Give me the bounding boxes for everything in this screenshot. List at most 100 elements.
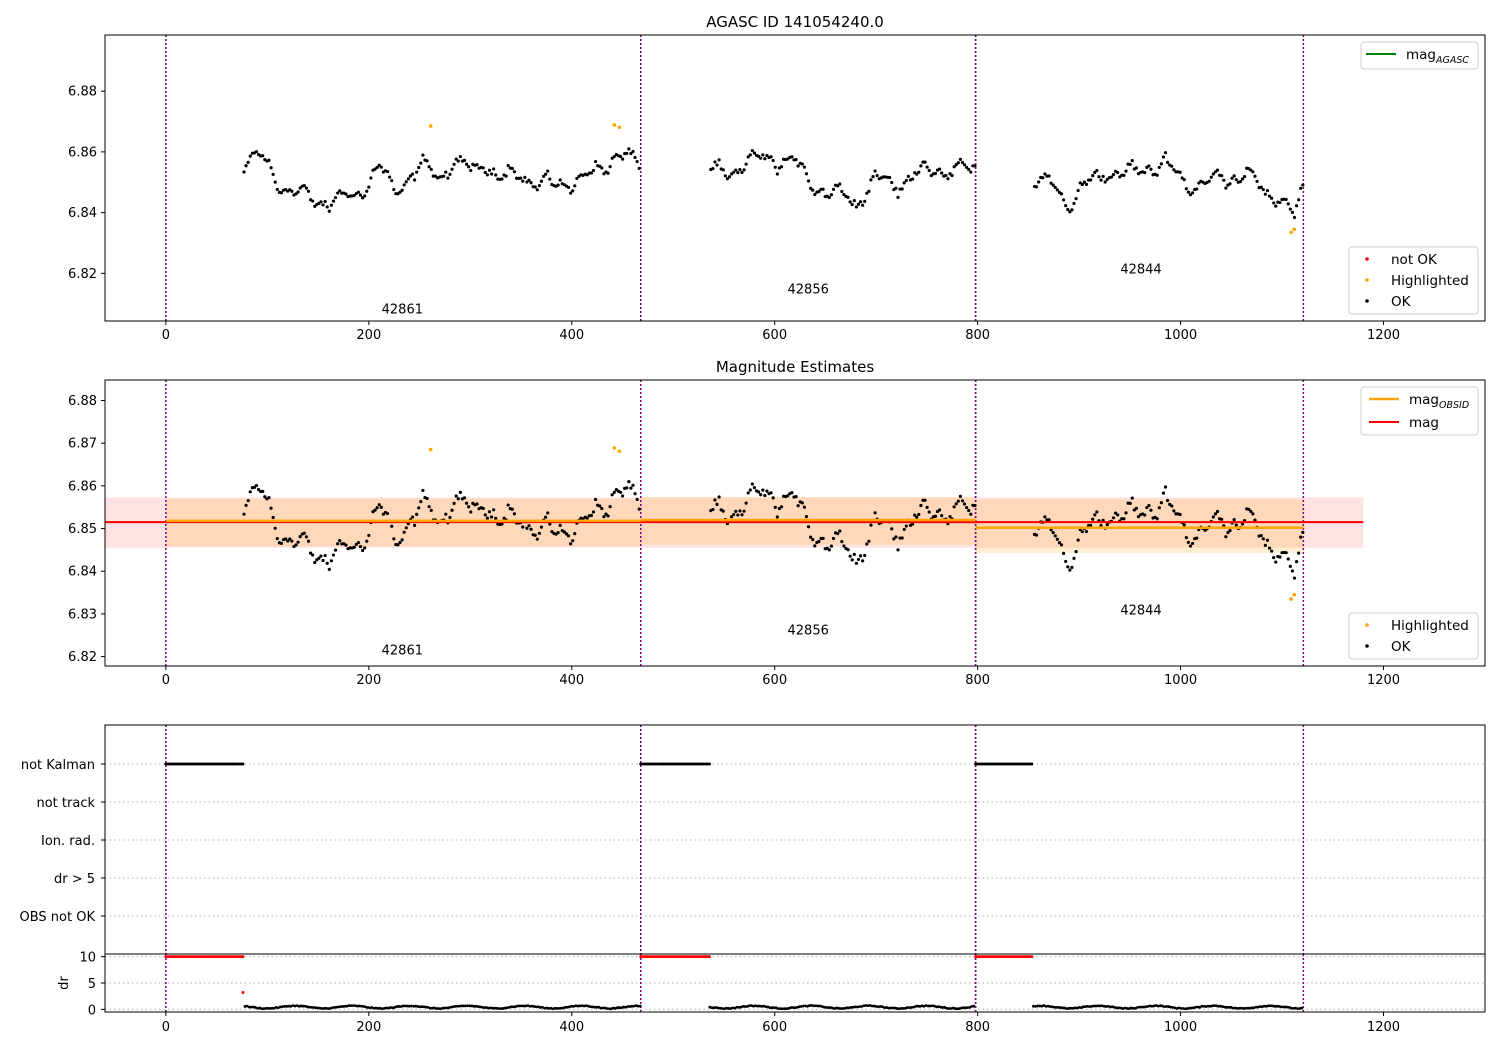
ok-point: [956, 499, 960, 503]
flag-point: [678, 762, 682, 766]
ok-point: [1116, 170, 1120, 175]
ok-point: [915, 172, 919, 176]
dr-notok-point: [662, 955, 666, 959]
ok-point: [421, 153, 425, 157]
ok-point: [521, 179, 525, 183]
ok-point: [539, 525, 544, 529]
dr-point: [318, 1006, 322, 1010]
ok-point: [1043, 172, 1047, 176]
dr-notok-point: [189, 955, 193, 959]
y-tick-label: 6.88: [68, 85, 97, 100]
ok-point: [956, 161, 960, 165]
dr-point: [864, 1004, 868, 1007]
ok-point: [1130, 158, 1134, 163]
flag-point: [164, 762, 168, 766]
ok-point: [392, 537, 396, 541]
dr-point: [1235, 1007, 1239, 1010]
ok-point: [331, 553, 336, 557]
ok-point: [487, 168, 492, 172]
ok-point: [1259, 185, 1263, 189]
dr-point: [351, 1004, 355, 1007]
dr-point: [735, 1005, 739, 1009]
dr-point: [955, 1007, 959, 1011]
ok-point: [313, 560, 317, 565]
ok-point: [448, 515, 452, 520]
ok-point: [933, 171, 938, 176]
dr-point: [459, 1004, 463, 1008]
ok-point: [1186, 540, 1191, 545]
ok-point: [410, 172, 415, 176]
dr-notok-point: [176, 955, 180, 959]
dr-point: [449, 1005, 453, 1009]
ok-point: [713, 498, 717, 502]
dr-notok-point: [235, 955, 239, 959]
flag-point: [695, 762, 699, 766]
ok-point: [1294, 559, 1299, 564]
ok-point: [1166, 498, 1170, 503]
dr-point: [543, 1006, 546, 1010]
dr-point: [1210, 1004, 1214, 1008]
dr-point: [493, 1006, 497, 1010]
dr-notok-point: [1013, 955, 1017, 959]
ok-point: [556, 531, 560, 535]
dr-point: [945, 1006, 949, 1010]
dr-notok-point: [670, 955, 674, 959]
dr-point: [382, 1006, 386, 1010]
obsid-band: [975, 499, 1304, 553]
ok-point: [273, 180, 277, 184]
dr-notok-point: [1003, 955, 1007, 959]
ok-point: [773, 165, 777, 169]
panel-title: Magnitude Estimates: [716, 358, 874, 376]
ok-point: [775, 515, 779, 519]
flag-point: [166, 762, 170, 766]
ok-point: [427, 505, 431, 509]
dr-point: [341, 1005, 345, 1008]
dr-point: [516, 1004, 519, 1008]
ok-point: [458, 154, 462, 159]
dr-notok-point: [193, 955, 197, 959]
ok-point: [806, 179, 811, 183]
ok-point: [740, 513, 744, 517]
dr-point: [530, 1004, 534, 1008]
ok-point: [304, 186, 309, 190]
ok-point: [263, 495, 267, 499]
ok-point: [809, 535, 813, 539]
dr-notok-point: [220, 955, 224, 959]
ok-point: [244, 503, 248, 507]
legend-label-mag-obsid: magOBSID: [1409, 392, 1469, 411]
dr-point: [1057, 1005, 1060, 1009]
ok-point: [523, 175, 527, 179]
dr-point: [314, 1006, 318, 1010]
ok-point: [1072, 556, 1076, 560]
dr-point: [1190, 1006, 1193, 1010]
dr-notok-point: [695, 955, 699, 959]
ok-point: [915, 515, 919, 519]
legend-label: not OK: [1391, 252, 1438, 268]
flag-point: [197, 762, 201, 766]
dr-point: [389, 1006, 393, 1009]
dr-notok-point: [170, 955, 174, 959]
dr-point: [1242, 1007, 1245, 1010]
ok-point: [965, 165, 969, 169]
dr-point: [495, 1006, 499, 1010]
dr-notok-point: [689, 955, 693, 959]
x-tick-label: 800: [965, 673, 990, 688]
dr-point: [1046, 1004, 1050, 1008]
dr-point: [743, 1005, 747, 1008]
ok-point: [1053, 534, 1057, 538]
legend-marker: [1365, 299, 1369, 303]
ok-point: [419, 499, 423, 504]
ok-point: [629, 486, 633, 490]
ok-point: [846, 195, 850, 199]
dr-notok-point: [990, 955, 994, 959]
ok-point: [568, 542, 573, 546]
dr-point: [476, 1005, 480, 1008]
dr-notok-point: [645, 955, 649, 959]
dr-point: [376, 1006, 380, 1010]
flag-point: [978, 762, 982, 766]
ok-point: [329, 559, 333, 563]
ok-point: [535, 537, 539, 541]
flag-point: [705, 762, 709, 766]
dr-point: [435, 1007, 438, 1010]
